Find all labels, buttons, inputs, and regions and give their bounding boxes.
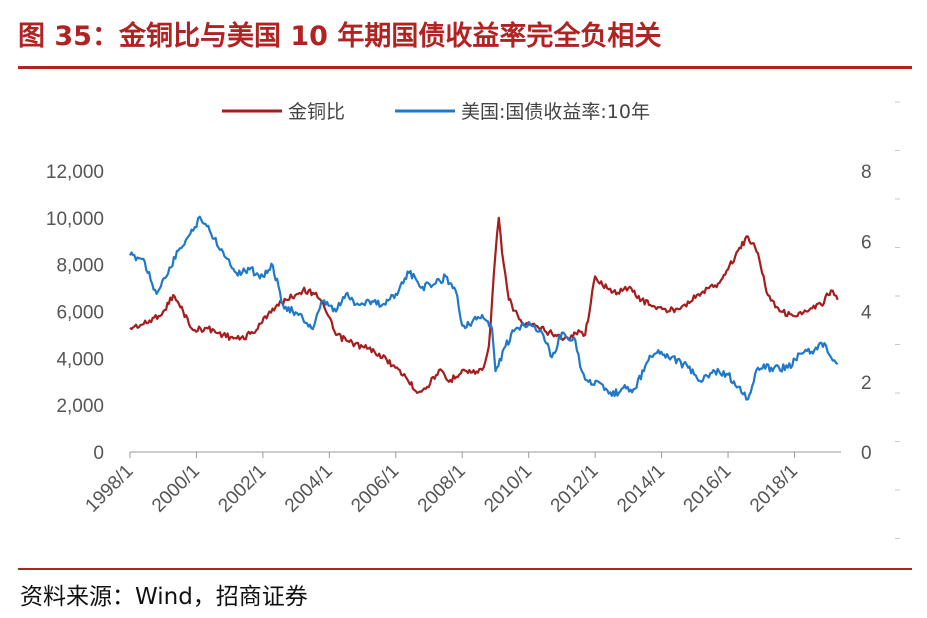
series-line-gold-copper <box>129 216 839 394</box>
x-tick-label: 2002/1 <box>214 461 270 517</box>
x-tick-label: 2008/1 <box>414 461 470 517</box>
y-right-tick-label: 8 <box>861 162 872 183</box>
y-left-tick-label: 10,000 <box>46 209 104 230</box>
y-left-tick-labels: 0 2,000 4,000 6,000 8,000 10,000 12,000 <box>46 162 104 464</box>
figure-title: 图 35：金铜比与美国 10 年期国债收益率完全负相关 <box>18 21 662 52</box>
y-right-tick-label: 0 <box>861 443 872 464</box>
x-tick-label: 2004/1 <box>281 461 337 517</box>
y-right-tick-labels: 0 2 4 6 8 <box>861 162 872 464</box>
series-line-us-yield <box>129 215 839 401</box>
x-tick-label: 2012/1 <box>547 461 603 517</box>
legend-label-gold-copper: 金铜比 <box>288 101 345 123</box>
x-tick-label: 2016/1 <box>680 461 736 517</box>
x-tick-label: 2006/1 <box>347 461 403 517</box>
right-edge-dashes <box>895 101 900 539</box>
y-right-tick-label: 4 <box>861 303 872 324</box>
y-left-tick-label: 8,000 <box>56 256 104 277</box>
series-layer <box>129 215 839 401</box>
source-note: 资料来源：Wind，招商证券 <box>20 584 308 610</box>
y-left-tick-label: 0 <box>93 443 104 464</box>
x-tick-label: 2010/1 <box>480 461 536 517</box>
x-tick-labels: 1998/1 2000/1 2002/1 2004/1 2006/1 2008/1 2010… <box>82 461 802 517</box>
y-left-tick-label: 4,000 <box>56 349 104 370</box>
y-left-tick-label: 2,000 <box>56 396 104 417</box>
title-rule <box>18 66 912 69</box>
y-left-tick-label: 6,000 <box>56 303 104 324</box>
x-tick-label: 2000/1 <box>148 461 204 517</box>
y-right-tick-label: 6 <box>861 232 872 253</box>
legend-label-us-yield: 美国:国债收益率:10年 <box>461 101 650 123</box>
y-left-tick-label: 12,000 <box>46 162 104 183</box>
source-rule <box>18 568 912 570</box>
x-axis-ticks <box>129 452 795 458</box>
y-right-tick-label: 2 <box>861 373 872 394</box>
x-tick-label: 1998/1 <box>82 461 138 517</box>
x-tick-label: 2018/1 <box>746 461 802 517</box>
x-tick-label: 2014/1 <box>613 461 669 517</box>
legend: 金铜比 美国:国债收益率:10年 <box>222 101 650 123</box>
